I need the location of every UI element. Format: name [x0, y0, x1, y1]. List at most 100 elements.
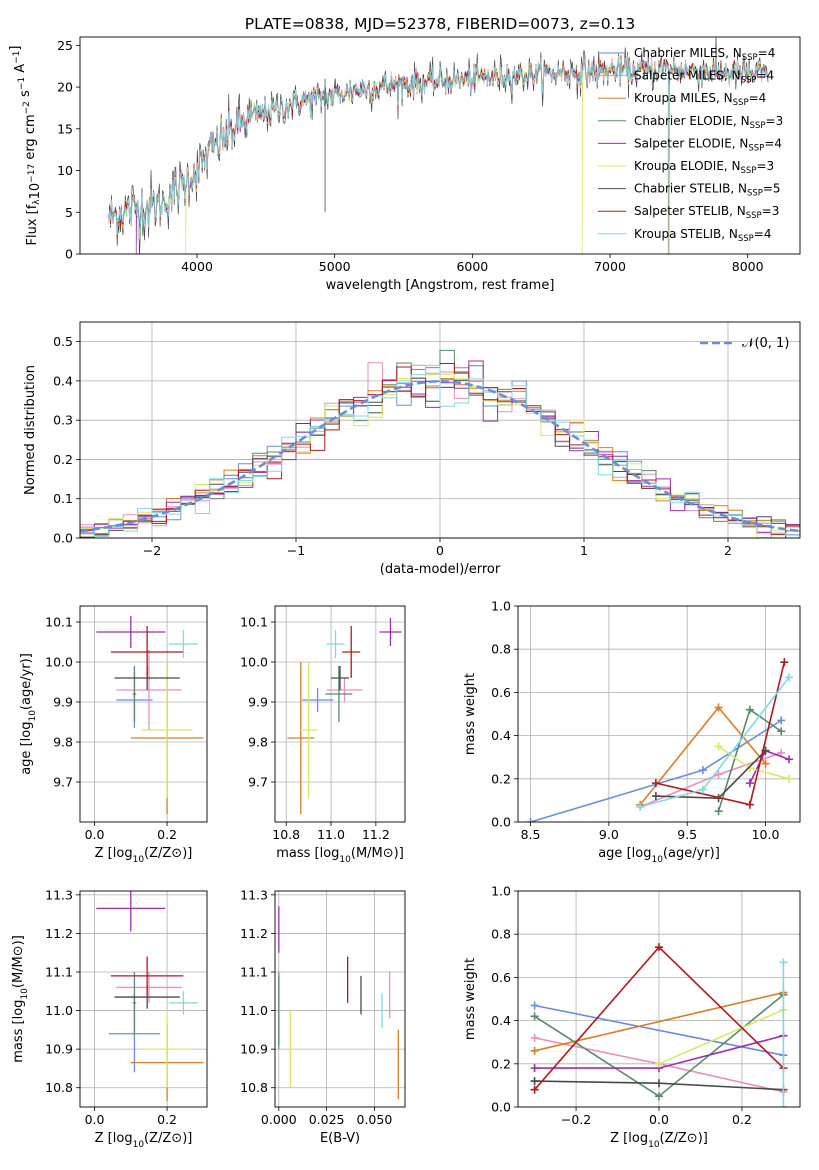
- y-tick-label: 10.0: [45, 655, 73, 670]
- x-axis-label: E(B-V): [320, 1131, 360, 1146]
- x-tick-label: 0.0: [85, 827, 105, 842]
- y-tick-label: 11.3: [240, 887, 268, 902]
- y-tick-label: 0.2: [491, 1056, 511, 1071]
- y-tick-label: 11.2: [45, 926, 73, 941]
- y-tick-label: 10.1: [240, 615, 268, 630]
- y-tick-label: 15: [57, 121, 73, 136]
- y-tick-label: 11.3: [45, 887, 73, 902]
- errorbar-point-8: [326, 630, 345, 658]
- y-tick-label: 10.8: [45, 1080, 73, 1095]
- x-tick-label: 0.0: [85, 1112, 105, 1127]
- y-axis-label: mass [log10(M/M⊙)]: [11, 935, 30, 1063]
- x-tick-label: 10.0: [752, 827, 780, 842]
- x-tick-label: 9.0: [599, 827, 619, 842]
- axes-frame: [517, 605, 801, 823]
- y-tick-label: 5: [65, 205, 73, 220]
- x-tick-label: 0.0: [649, 1112, 669, 1127]
- x-tick-label: −0.2: [561, 1112, 591, 1127]
- errorbar-point-3: [325, 666, 353, 722]
- series-marker-6: [655, 1079, 663, 1088]
- series-line-3: [717, 708, 782, 812]
- series-marker-3: [530, 1012, 539, 1021]
- series-marker-8: [779, 1103, 788, 1107]
- y-tick-label: 25: [57, 38, 73, 53]
- x-tick-label: 0: [436, 543, 444, 558]
- y-tick-label: 1.0: [491, 884, 511, 899]
- y-tick-label: 0: [65, 247, 73, 262]
- spectrum-legend: Chabrier MILES, NSSP=4 Salpeter MILES, NS…: [598, 46, 783, 244]
- legend-label-1: Salpeter MILES, NSSP=4: [634, 69, 774, 86]
- y-tick-label: 10.8: [240, 1080, 268, 1095]
- legend-label-5: Kroupa ELODIE, NSSP=3: [634, 159, 774, 176]
- series-marker-3: [655, 1092, 663, 1101]
- x-axis-label: Z [log10(Z/Z⊙)]: [610, 1131, 708, 1150]
- series-marker-0: [698, 766, 707, 775]
- errorbar-point-0: [301, 688, 334, 712]
- errorbar-point-4: [96, 891, 166, 932]
- series-marker-7: [530, 1085, 539, 1094]
- y-tick-label: 10.1: [45, 615, 73, 630]
- y-tick-label: 0.0: [491, 815, 511, 830]
- errorbar-point-1: [116, 972, 182, 1003]
- x-tick-label: 7000: [594, 259, 626, 274]
- series-line-8: [639, 676, 790, 808]
- errorbar-point-6: [331, 666, 349, 690]
- series-marker-5: [745, 764, 754, 772]
- series-marker-8: [785, 673, 794, 682]
- series-marker-1: [777, 748, 786, 757]
- errorbar-point-2: [287, 662, 315, 814]
- y-tick-label: 0.3: [53, 413, 73, 428]
- panel-mass-weight-vs-Z: −0.2 0.0 0.2 0.0 0.2 0.4 0.6 0.8 1.0 Z [log10(Z/Z…: [463, 884, 801, 1150]
- axes-frame: [274, 890, 406, 1108]
- x-tick-label: 4000: [181, 259, 213, 274]
- errorbar-point-3: [132, 666, 137, 722]
- y-tick-label: 0.8: [491, 927, 511, 942]
- plot-area-mass-weight-vs-age: [526, 658, 794, 822]
- plot-area-age-vs-mass: [287, 618, 402, 814]
- x-tick-label: 0.000: [261, 1112, 297, 1127]
- series-marker-7: [651, 779, 660, 788]
- y-axis-label: Normed distribution: [23, 365, 38, 495]
- y-tick-label: 0.2: [53, 452, 73, 467]
- panel-mass-weight-vs-age: 8.5 9.0 9.5 10.0 0.0 0.2 0.4 0.6 0.8 1.0 age [log1…: [463, 599, 801, 865]
- y-tick-label: 0.2: [491, 771, 511, 786]
- plot-area-mass-vs-Z: [96, 891, 204, 1102]
- x-tick-label: −2: [143, 543, 161, 558]
- series-marker-2: [530, 1046, 539, 1055]
- series-marker-7: [780, 658, 789, 667]
- y-tick-label: 0.8: [491, 642, 511, 657]
- series-marker-8: [698, 785, 707, 794]
- errorbar-point-5: [141, 662, 193, 798]
- legend-reference-label: 𝒩(0, 1): [742, 336, 789, 351]
- normal-reference-curve: [80, 379, 800, 533]
- y-axis-label: age [log10(age/yr)]: [19, 653, 38, 775]
- y-tick-label: 0.5: [53, 334, 73, 349]
- x-tick-label: 5000: [319, 259, 351, 274]
- axes-frame: [79, 890, 208, 1108]
- y-tick-label: 0.0: [491, 1100, 511, 1115]
- series-marker-6: [651, 792, 660, 801]
- errorbar-point-1: [326, 678, 363, 702]
- errorbar-point-5: [299, 662, 318, 798]
- y-tick-label: 11.0: [45, 1003, 73, 1018]
- panel-age-vs-mass: 10.8 11.0 11.2 9.7 9.8 9.9 10.0 10.1 mass [log10…: [240, 605, 406, 865]
- series-marker-4: [745, 779, 754, 788]
- y-axis-label: mass weight: [463, 958, 478, 1040]
- series-marker-2: [761, 759, 770, 768]
- panel-residuals: −2 −1 0 1 2 0.0 0.1 0.2 0.3 0.4 0.5 (data-model)/er…: [23, 321, 801, 577]
- y-tick-label: 20: [57, 80, 73, 95]
- errorbar-point-7: [110, 956, 184, 996]
- errorbar-point-8: [168, 630, 198, 658]
- series-marker-3: [745, 705, 754, 714]
- panel-mass-vs-EBV: 0.000 0.025 0.050 10.8 10.9 11.0 11.1 11.2 11.3 E…: [240, 887, 406, 1146]
- x-tick-label: 0.050: [357, 1112, 393, 1127]
- x-tick-label: 1: [580, 543, 588, 558]
- x-tick-label: 0.2: [157, 827, 177, 842]
- x-tick-label: 0.025: [309, 1112, 345, 1127]
- errorbar-point-8: [168, 991, 198, 1015]
- y-tick-label: 9.7: [53, 775, 73, 790]
- errorbar-point-3: [132, 972, 137, 1034]
- series-marker-5: [785, 774, 794, 783]
- axes-frame: [79, 321, 801, 539]
- y-tick-label: 9.9: [53, 695, 73, 710]
